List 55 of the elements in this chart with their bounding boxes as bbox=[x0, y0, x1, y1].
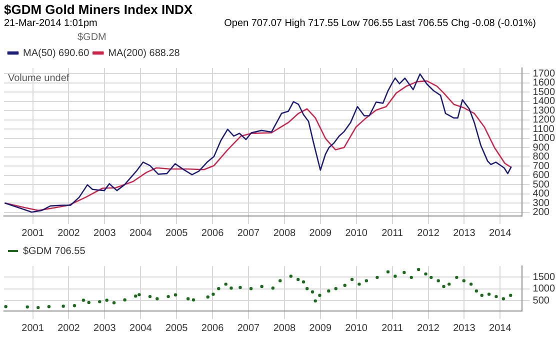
x-tick-label: 2010 bbox=[345, 322, 368, 334]
x-tick-label: 2012 bbox=[417, 322, 440, 334]
x-tick-label: 2009 bbox=[309, 322, 332, 334]
x-tick-label: 2002 bbox=[58, 322, 80, 334]
x-tick-label: 2007 bbox=[237, 228, 260, 239]
y-tick-label: 1000 bbox=[532, 133, 556, 144]
y-tick-label: 400 bbox=[532, 188, 550, 200]
legend-title: $GDM bbox=[77, 32, 106, 43]
x-tick-label: 2011 bbox=[382, 322, 404, 334]
x-tick-label: 2007 bbox=[237, 322, 260, 334]
y-tick-label: 800 bbox=[532, 152, 550, 163]
x-tick-label: 2006 bbox=[201, 228, 224, 239]
y-tick-label: 500 bbox=[532, 295, 550, 306]
x-tick-label: 2001 bbox=[22, 322, 44, 334]
legend-label: $GDM 706.55 bbox=[23, 246, 86, 257]
x-tick-label: 2003 bbox=[94, 228, 116, 239]
chart-subtitle: 21-Mar-2014 1:01pm bbox=[4, 17, 98, 30]
y-tick-label: 700 bbox=[532, 160, 550, 172]
y-tick-label: 1600 bbox=[532, 78, 556, 89]
x-tick-label: 2012 bbox=[417, 228, 440, 239]
x-tick-label: 2008 bbox=[273, 228, 296, 239]
x-tick-label: 2010 bbox=[345, 228, 368, 239]
x-tick-label: 2005 bbox=[165, 322, 188, 334]
y-tick-label: 1300 bbox=[532, 105, 556, 116]
y-tick-label: 900 bbox=[532, 142, 550, 154]
y-tick-label: 200 bbox=[532, 207, 550, 218]
x-tick-label: 2004 bbox=[130, 228, 152, 239]
x-tick-label: 2005 bbox=[165, 228, 188, 239]
x-tick-label: 2014 bbox=[489, 228, 512, 239]
y-tick-label: 1400 bbox=[532, 96, 556, 108]
y-tick-label: 1700 bbox=[532, 68, 556, 80]
x-tick-label: 2004 bbox=[130, 322, 152, 334]
x-tick-label: 2013 bbox=[453, 228, 476, 239]
chart-title: $GDM Gold Miners Index INDX bbox=[4, 2, 194, 17]
text: Open 707.07 High 717.55 Low 706.55 Last 706.55 Chg -0.08 (-0.01%) bbox=[224, 17, 537, 30]
x-tick-label: 2002 bbox=[58, 228, 80, 239]
x-tick-label: 2011 bbox=[382, 228, 404, 239]
x-tick-label: 2003 bbox=[94, 322, 116, 334]
y-tick-label: 300 bbox=[532, 198, 550, 209]
y-tick-label: 500 bbox=[532, 179, 550, 190]
x-tick-label: 2008 bbox=[273, 322, 296, 334]
y-tick-label: 1500 bbox=[532, 272, 556, 283]
y-tick-label: 1100 bbox=[532, 124, 555, 135]
y-tick-label: 1000 bbox=[532, 284, 556, 295]
x-tick-label: 2009 bbox=[309, 228, 332, 239]
y-tick-label: 1200 bbox=[532, 114, 556, 126]
x-tick-label: 2014 bbox=[489, 322, 512, 334]
x-tick-label: 2006 bbox=[201, 322, 224, 334]
legend-label: MA(200) 688.28 bbox=[108, 48, 180, 59]
x-tick-label: 2001 bbox=[22, 228, 44, 239]
y-tick-label: 600 bbox=[532, 170, 550, 182]
annotation: Volume undef bbox=[8, 72, 70, 84]
y-tick-label: 1500 bbox=[532, 86, 556, 98]
legend-label: MA(50) 690.60 bbox=[23, 48, 90, 59]
x-tick-label: 2013 bbox=[453, 322, 476, 334]
